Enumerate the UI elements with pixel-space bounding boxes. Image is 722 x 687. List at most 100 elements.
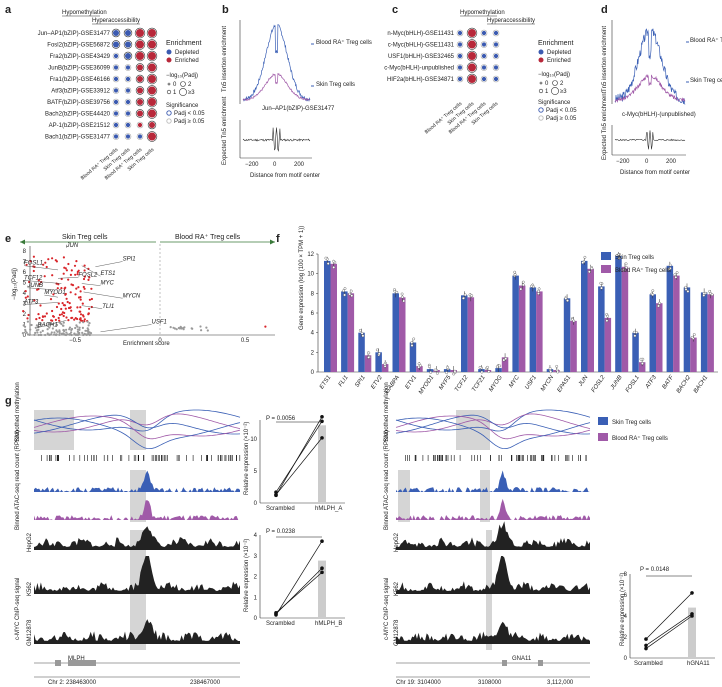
a-legend-enrichment-title: Enrichment	[166, 40, 201, 47]
f-bar	[501, 357, 509, 373]
g-bar3-pair-line	[645, 613, 693, 646]
a-dot-ring	[124, 75, 132, 83]
e-label-leader	[83, 291, 123, 299]
e-point	[83, 318, 86, 321]
f-point	[502, 358, 506, 362]
c-dot	[481, 65, 487, 70]
e-point	[60, 322, 63, 326]
g-bar2-point	[320, 539, 324, 544]
c-row-label: n-Myc(bHLH)-GSE11431	[387, 31, 454, 37]
b-blood-line	[242, 24, 311, 102]
f-category-label: ATF3	[644, 374, 658, 390]
e-point	[48, 333, 51, 336]
a-dot	[136, 29, 144, 37]
e-point	[55, 305, 59, 309]
f-bar	[461, 295, 468, 372]
f-point	[674, 275, 678, 279]
e-point	[32, 255, 36, 258]
f-point	[342, 289, 345, 293]
e-point	[83, 269, 86, 272]
e-point	[169, 326, 172, 329]
e-point	[51, 257, 54, 260]
g-left-methylation-line	[33, 414, 241, 435]
panel-g-tracks	[33, 409, 591, 678]
d-ylabel-bottom: Expected Tn5 enrichment	[602, 91, 608, 160]
c-legend-enriched: Enriched	[547, 58, 571, 64]
a-row-label: AP-1(bZIP)-GSE21512	[49, 123, 111, 129]
f-point	[445, 371, 448, 375]
e-point	[34, 326, 37, 329]
e-point	[58, 319, 61, 322]
a-size-1: 1	[173, 90, 177, 96]
e-point	[62, 314, 65, 318]
c-dot-ring	[466, 27, 478, 39]
e-point	[26, 320, 29, 323]
e-point	[264, 325, 267, 328]
e-point	[41, 319, 44, 322]
g-right-chip-track	[396, 556, 590, 594]
f-bar	[656, 303, 663, 372]
c-dot	[457, 42, 463, 47]
c-dot	[493, 30, 499, 36]
e-point	[52, 315, 55, 318]
g-legend: Skin Treg cells Blood RA⁺ Treg cells	[598, 417, 668, 442]
e-point	[44, 333, 47, 337]
e-point	[48, 326, 51, 329]
e-point	[24, 296, 27, 299]
c-dot	[468, 40, 476, 49]
a-dot-ring	[146, 73, 158, 85]
g-legend-skin: Skin Treg cells	[612, 420, 651, 426]
e-gene-label: BACH1	[38, 323, 58, 329]
f-point	[588, 270, 591, 274]
c-dot-ring	[456, 29, 464, 37]
g-bar2-point	[274, 611, 278, 615]
g-bar3-ytick: 0	[624, 656, 628, 662]
e-ytick: 5	[23, 281, 27, 287]
a-dot-ring	[146, 62, 158, 73]
e-point	[60, 313, 64, 316]
f-point	[417, 362, 421, 366]
e-point	[79, 290, 82, 293]
e-point	[78, 310, 81, 313]
a-dot-ring	[134, 39, 146, 50]
e-point	[53, 331, 56, 334]
a-dot	[113, 65, 119, 70]
e-point	[70, 269, 73, 272]
e-point	[49, 322, 52, 325]
c-dot-ring	[480, 29, 488, 37]
e-point	[67, 262, 70, 266]
a-dot	[113, 111, 119, 116]
c-dot	[457, 76, 463, 82]
f-category-label: FOSL2	[591, 374, 607, 394]
f-point	[433, 368, 437, 372]
e-point	[33, 299, 36, 302]
f-point	[435, 371, 439, 375]
g-cell-k562: K562	[27, 581, 33, 596]
g-right-methylation-line	[395, 414, 591, 435]
e-point	[47, 258, 50, 261]
f-bar	[529, 287, 537, 372]
c-dot-ring	[480, 75, 488, 83]
e-point	[60, 277, 63, 281]
e-point	[87, 278, 90, 281]
g-left-methylation-line	[33, 409, 241, 432]
g-legend-blood: Blood RA⁺ Treg cells	[612, 435, 668, 442]
e-label-leader	[81, 265, 101, 277]
f-category-label: JUN	[577, 374, 590, 388]
e-point	[79, 319, 82, 322]
e-point	[60, 287, 63, 290]
f-category-label: JUNB	[609, 375, 623, 392]
f-category-label: EPAS1	[557, 375, 573, 394]
d-expected-line	[614, 130, 686, 150]
e-point	[37, 279, 40, 282]
f-bar	[587, 268, 594, 373]
e-point	[27, 313, 30, 317]
f-point	[350, 294, 354, 298]
g-right-atac-track	[396, 470, 590, 492]
f-point	[657, 304, 660, 308]
e-point	[178, 327, 181, 330]
g-bar1-pair-line	[275, 421, 323, 493]
f-point	[556, 370, 560, 374]
c-size-3: ≥3	[560, 89, 567, 95]
f-bar	[707, 294, 714, 372]
